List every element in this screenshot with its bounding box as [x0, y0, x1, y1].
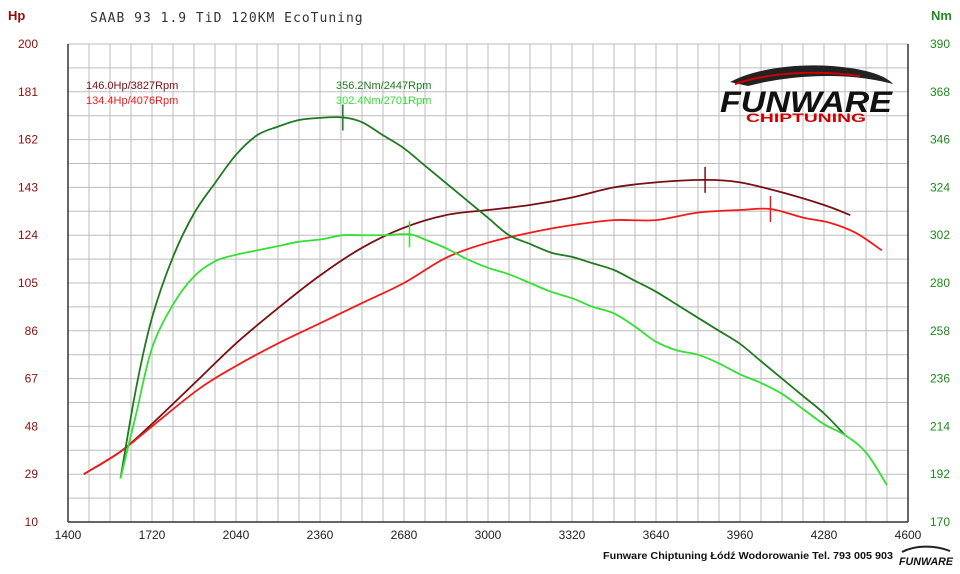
right-y-tick-label: 390 — [930, 37, 950, 51]
right-y-tick-label: 280 — [930, 276, 950, 290]
right-y-tick-label: 368 — [930, 85, 950, 99]
chart-title: SAAB 93 1.9 TiD 120KM EcoTuning — [90, 11, 364, 26]
left-y-tick-label: 162 — [18, 133, 38, 147]
x-tick-label: 4600 — [895, 528, 922, 542]
left-y-tick-label: 124 — [18, 228, 38, 242]
x-tick-label: 3320 — [559, 528, 586, 542]
right-y-tick-label: 302 — [930, 228, 950, 242]
annotation-hp-stock: 134.4Hp/4076Rpm — [86, 95, 178, 107]
annotation-nm-tuned: 356.2Nm/2447Rpm — [336, 80, 431, 92]
series-line-hp-tuned — [83, 179, 851, 475]
x-tick-label: 3640 — [643, 528, 670, 542]
left-y-tick-label: 181 — [18, 85, 38, 99]
right-y-tick-label: 214 — [930, 419, 950, 433]
right-y-tick-label: 324 — [930, 180, 950, 194]
axes — [67, 44, 909, 523]
logo-main-text: FUNWARE — [720, 86, 893, 119]
left-y-tick-label: 67 — [25, 372, 39, 386]
tick-labels: 1400 1720 2040 2360 2680 3000 3320 3640 3960 4280… — [18, 37, 950, 542]
left-y-tick-label: 200 — [18, 37, 38, 51]
left-y-tick-label: 29 — [25, 467, 39, 481]
x-tick-label: 2040 — [223, 528, 250, 542]
peak-markers — [342, 104, 772, 248]
footer-text: Funware Chiptuning Łódź Wodorowanie Tel.… — [603, 551, 893, 562]
x-tick-label: 4280 — [811, 528, 838, 542]
logo-sub-text: CHIPTUNING — [746, 111, 866, 125]
car-swoosh-icon — [730, 65, 893, 86]
x-tick-label: 1400 — [55, 528, 82, 542]
left-unit-label: Hp — [8, 8, 25, 23]
x-tick-label: 2360 — [307, 528, 334, 542]
left-y-tick-label: 105 — [18, 276, 38, 290]
x-tick-label: 2680 — [391, 528, 418, 542]
left-y-tick-label: 48 — [25, 419, 39, 433]
curves — [83, 116, 888, 486]
grid — [67, 43, 909, 523]
annotation-hp-tuned: 146.0Hp/3827Rpm — [86, 80, 178, 92]
x-tick-label: 3000 — [475, 528, 502, 542]
series-line-hp-stock — [83, 207, 883, 475]
left-y-tick-label: 86 — [25, 324, 39, 338]
annotation-nm-stock: 302.4Nm/2701Rpm — [336, 95, 431, 107]
series-line-nm-stock — [119, 233, 888, 486]
right-unit-label: Nm — [931, 8, 952, 23]
series-line-nm-tuned — [119, 116, 846, 479]
right-y-tick-label: 258 — [930, 324, 950, 338]
footer-logo: FUNWARE — [899, 545, 954, 568]
right-y-tick-label: 346 — [930, 133, 950, 147]
right-y-tick-label: 192 — [930, 467, 950, 481]
right-y-tick-label: 170 — [930, 515, 950, 529]
right-y-tick-label: 236 — [930, 372, 950, 386]
footer-logo-text: FUNWARE — [899, 556, 954, 568]
left-y-tick-label: 143 — [18, 180, 38, 194]
left-y-tick-label: 10 — [25, 515, 39, 529]
funware-logo: FUNWARE CHIPTUNING — [720, 65, 893, 125]
x-tick-label: 1720 — [139, 528, 166, 542]
x-tick-label: 3960 — [727, 528, 754, 542]
